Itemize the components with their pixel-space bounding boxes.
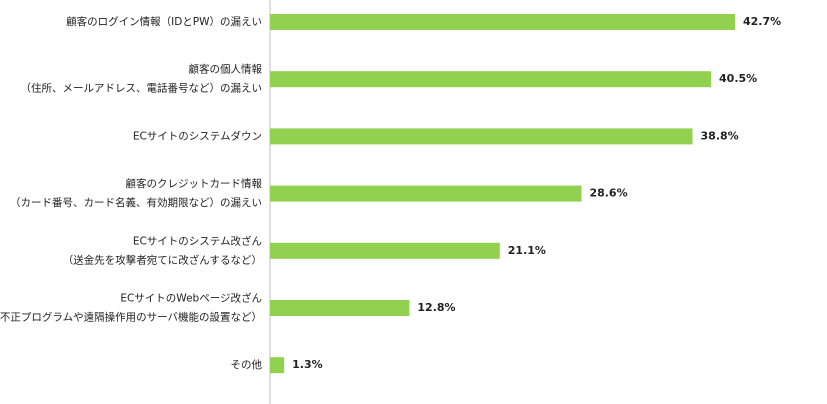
value-label: 42.7% [743,15,781,28]
bar [270,357,285,374]
category-label: その他 [231,358,263,371]
bar [270,242,500,259]
value-label: 40.5% [719,72,757,85]
category-label: （住所、メールアドレス、電話番号など）の漏えい [21,82,263,95]
category-label: ECサイトのシステムダウン [133,129,262,142]
bar [270,14,735,30]
bar [270,300,410,316]
value-label: 1.3% [292,358,323,371]
bar [270,71,712,88]
value-label: 12.8% [417,301,455,314]
category-label: （送金先を攻撃者宛てに改ざんするなど） [63,253,262,266]
category-label: ECサイトのシステム改ざん [133,234,262,247]
value-label: 28.6% [589,187,627,200]
category-label: 顧客のログイン情報（IDとPW）の漏えい [66,15,262,28]
category-label: （カード番号、カード名義、有効期限など）の漏えい [10,196,262,209]
category-label: 顧客の個人情報 [189,63,263,76]
category-label: 顧客のクレジットカード情報 [126,177,263,190]
category-label: ECサイトのWebページ改ざん [120,292,262,305]
bar [270,185,582,202]
category-label: （不正プログラムや遠隔操作用のサーバ機能の設置など） [0,311,262,324]
bar [270,128,693,145]
value-label: 21.1% [508,244,546,257]
value-label: 38.8% [701,129,739,142]
